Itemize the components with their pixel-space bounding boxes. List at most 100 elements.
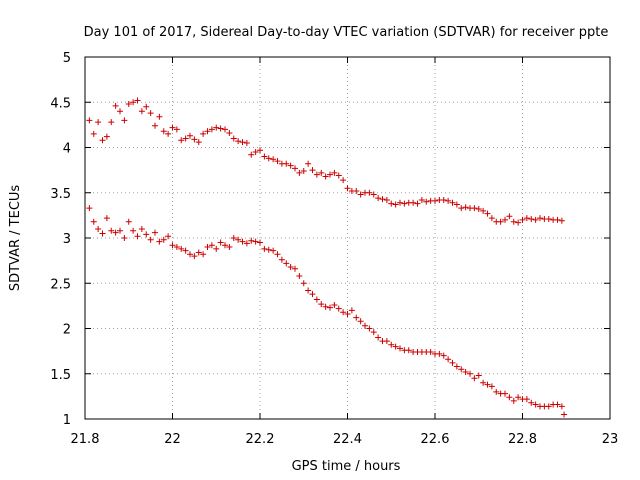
x-tick-label: 22.8: [508, 432, 537, 447]
data-point-lower: [103, 215, 110, 222]
data-point-lower: [366, 325, 373, 332]
data-point-upper: [252, 149, 259, 156]
data-point-upper: [265, 155, 272, 162]
data-point-lower: [200, 251, 207, 258]
data-point-upper: [449, 199, 456, 206]
data-point-lower: [471, 375, 478, 382]
y-tick-label: 1.5: [50, 368, 71, 383]
data-point-upper: [554, 216, 561, 223]
data-point-lower: [252, 238, 259, 245]
data-point-lower: [292, 265, 298, 272]
data-point-upper: [287, 162, 294, 169]
data-point-upper: [261, 153, 268, 160]
data-point-lower: [353, 314, 360, 321]
data-point-upper: [506, 213, 513, 220]
data-point-lower: [561, 411, 568, 418]
data-point-lower: [510, 397, 517, 404]
data-point-lower: [230, 235, 237, 241]
data-point-upper: [160, 128, 167, 135]
data-point-lower: [222, 242, 228, 249]
data-point-upper: [305, 160, 312, 167]
y-tick-label: 1: [63, 413, 71, 428]
data-point-lower: [134, 233, 141, 240]
data-point-lower: [178, 245, 185, 252]
data-point-upper: [392, 201, 399, 208]
data-point-upper: [204, 128, 211, 135]
data-point-upper: [335, 172, 342, 179]
data-point-lower: [340, 309, 347, 316]
data-point-upper: [270, 156, 277, 163]
data-point-upper: [217, 125, 224, 132]
data-point-lower: [309, 291, 316, 298]
data-point-upper: [453, 201, 460, 208]
data-point-lower: [239, 238, 246, 245]
data-point-lower: [287, 263, 294, 270]
data-point-lower: [475, 372, 482, 379]
data-point-lower: [213, 245, 220, 252]
data-point-lower: [335, 305, 342, 312]
data-point-lower: [392, 343, 399, 350]
data-point-upper: [357, 191, 364, 198]
data-point-lower: [515, 394, 522, 401]
data-point-lower: [523, 396, 530, 403]
data-point-upper: [497, 218, 504, 225]
data-point-lower: [270, 247, 277, 254]
data-point-lower: [480, 379, 487, 386]
data-point-upper: [187, 132, 193, 139]
data-point-lower: [243, 240, 250, 247]
data-point-lower: [143, 231, 150, 238]
data-point-upper: [528, 215, 535, 222]
data-point-upper: [515, 219, 522, 226]
data-point-lower: [362, 322, 368, 329]
data-point-lower: [261, 245, 268, 252]
data-point-upper: [532, 216, 539, 223]
data-point-upper: [432, 197, 438, 204]
data-point-lower: [278, 256, 285, 263]
data-point-upper: [235, 138, 242, 145]
data-point-upper: [95, 119, 102, 126]
data-point-lower: [160, 236, 167, 243]
data-point-lower: [427, 349, 434, 356]
data-point-lower: [152, 229, 158, 236]
data-point-lower: [265, 246, 272, 253]
data-point-lower: [462, 368, 469, 375]
data-point-lower: [208, 242, 215, 249]
data-point-lower: [532, 401, 539, 408]
data-point-upper: [458, 205, 465, 212]
data-point-upper: [366, 189, 373, 196]
data-point-upper: [152, 122, 158, 129]
data-point-lower: [147, 236, 154, 243]
data-point-lower: [554, 401, 561, 408]
data-point-upper: [440, 196, 447, 203]
data-point-upper: [138, 108, 145, 115]
data-point-lower: [467, 370, 473, 377]
data-point-upper: [353, 187, 360, 194]
data-point-lower: [156, 238, 163, 245]
data-point-upper: [397, 199, 403, 206]
data-point-upper: [121, 117, 128, 124]
data-point-upper: [414, 200, 421, 207]
data-point-lower: [121, 235, 128, 241]
y-tick-labels: 1 1.5 2 2.5 3 3.5 4 4.5 5: [50, 51, 71, 428]
data-point-lower: [528, 399, 535, 406]
data-point-lower: [195, 249, 202, 256]
y-tick-label: 2: [63, 323, 71, 338]
data-point-lower: [383, 338, 390, 345]
data-point-upper: [410, 199, 417, 206]
data-point-lower: [318, 301, 325, 308]
data-point-lower: [327, 304, 333, 311]
data-point-upper: [462, 204, 469, 211]
data-point-upper: [208, 126, 215, 133]
data-point-lower: [313, 296, 320, 303]
data-point-upper: [322, 173, 329, 180]
data-point-upper: [169, 124, 176, 131]
data-point-lower: [90, 218, 97, 225]
data-point-upper: [200, 130, 207, 137]
data-point-upper: [488, 215, 495, 222]
data-point-lower: [187, 251, 193, 258]
x-tick-label: 22.6: [421, 432, 450, 447]
x-tick-label: 21.8: [71, 432, 100, 447]
data-point-lower: [397, 345, 403, 352]
data-point-upper: [484, 210, 491, 217]
data-point-upper: [191, 136, 198, 143]
